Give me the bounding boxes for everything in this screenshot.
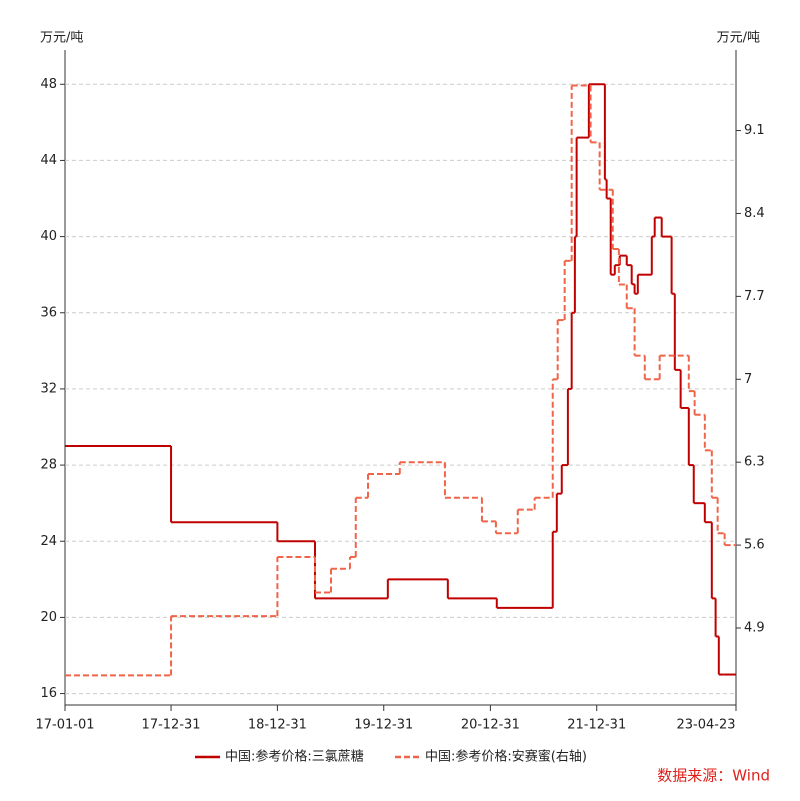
x-tick-label: 17-01-01 bbox=[35, 718, 94, 733]
y-tick-label: 28 bbox=[40, 458, 57, 473]
y2-tick-label: 5.6 bbox=[744, 538, 765, 553]
legend-label: 中国:参考价格:三氯蔗糖 bbox=[225, 749, 364, 765]
x-tick-label: 20-12-31 bbox=[461, 718, 520, 733]
source: 数据来源：Wind bbox=[657, 767, 770, 785]
y-tick-label: 16 bbox=[40, 686, 57, 701]
x-tick-label: 18-12-31 bbox=[248, 718, 307, 733]
y-axis-label: 万元/吨 bbox=[40, 31, 83, 46]
y2-tick-label: 6.3 bbox=[744, 455, 765, 470]
y2-tick-label: 9.1 bbox=[744, 123, 765, 138]
x-tick-label: 23-04-23 bbox=[676, 718, 735, 733]
y-tick-label: 32 bbox=[40, 381, 57, 396]
y2-axis-label: 万元/吨 bbox=[717, 31, 760, 46]
x-tick-label: 17-12-31 bbox=[142, 718, 201, 733]
x-tick-label: 19-12-31 bbox=[354, 718, 413, 733]
y-tick-label: 48 bbox=[40, 77, 57, 92]
y2-tick-label: 7 bbox=[744, 372, 752, 387]
y-tick-label: 40 bbox=[40, 229, 57, 244]
y2-tick-label: 4.9 bbox=[744, 621, 765, 636]
y2-tick-label: 7.7 bbox=[744, 289, 765, 304]
legend-label: 中国:参考价格:安赛蜜(右轴) bbox=[425, 749, 587, 765]
y2-tick-label: 8.4 bbox=[744, 206, 765, 221]
x-tick-label: 21-12-31 bbox=[567, 718, 626, 733]
y-tick-label: 44 bbox=[40, 153, 57, 168]
y-tick-label: 20 bbox=[40, 610, 57, 625]
y-tick-label: 24 bbox=[40, 534, 57, 549]
y-tick-label: 36 bbox=[40, 305, 57, 320]
